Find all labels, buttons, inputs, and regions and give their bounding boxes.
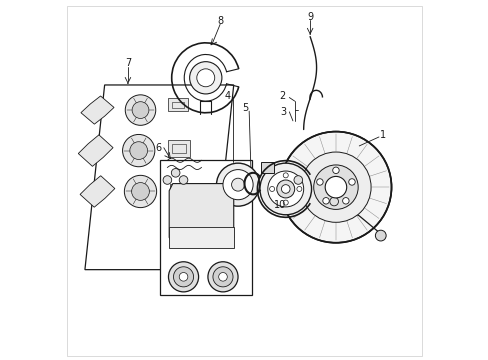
Circle shape: [179, 176, 187, 184]
Circle shape: [171, 168, 180, 177]
Circle shape: [267, 171, 303, 207]
Text: 8: 8: [217, 16, 223, 26]
Circle shape: [173, 267, 193, 287]
Circle shape: [293, 176, 302, 184]
Circle shape: [300, 169, 305, 175]
Polygon shape: [81, 96, 114, 124]
Circle shape: [296, 186, 301, 192]
Circle shape: [322, 198, 328, 204]
Circle shape: [283, 200, 287, 205]
Bar: [160, 160, 251, 295]
Text: 7: 7: [124, 58, 131, 68]
Circle shape: [218, 273, 227, 281]
Text: 10: 10: [274, 200, 286, 210]
Circle shape: [179, 273, 187, 281]
Text: 9: 9: [306, 12, 312, 22]
Circle shape: [265, 169, 271, 175]
Circle shape: [212, 267, 233, 287]
Circle shape: [283, 173, 287, 178]
Text: 4: 4: [224, 91, 230, 101]
Circle shape: [332, 167, 339, 174]
Circle shape: [300, 203, 305, 209]
Polygon shape: [85, 85, 233, 270]
Circle shape: [207, 262, 238, 292]
Circle shape: [281, 185, 289, 193]
Circle shape: [306, 186, 312, 192]
Bar: [261, 162, 274, 173]
Circle shape: [313, 165, 357, 210]
Polygon shape: [168, 98, 187, 111]
Circle shape: [223, 170, 253, 200]
Circle shape: [231, 178, 244, 191]
Circle shape: [282, 162, 288, 167]
Circle shape: [325, 176, 346, 198]
Circle shape: [300, 152, 370, 222]
Circle shape: [196, 69, 214, 87]
Polygon shape: [169, 184, 233, 244]
Polygon shape: [78, 135, 113, 166]
Circle shape: [163, 176, 171, 184]
Circle shape: [168, 262, 198, 292]
Circle shape: [258, 186, 264, 192]
Circle shape: [316, 179, 323, 185]
Circle shape: [375, 230, 386, 241]
Text: 3: 3: [280, 107, 285, 117]
Text: 6: 6: [155, 143, 161, 153]
Text: 2: 2: [279, 91, 285, 101]
Circle shape: [132, 102, 148, 118]
Circle shape: [216, 163, 259, 206]
Circle shape: [131, 183, 149, 201]
Circle shape: [348, 179, 354, 185]
Circle shape: [260, 163, 311, 215]
Circle shape: [189, 62, 222, 94]
Polygon shape: [80, 176, 115, 207]
Circle shape: [276, 180, 294, 198]
Circle shape: [130, 142, 147, 159]
Polygon shape: [169, 226, 233, 248]
Text: 1: 1: [379, 130, 385, 140]
Circle shape: [342, 198, 348, 204]
Circle shape: [125, 95, 155, 125]
Circle shape: [329, 197, 338, 206]
Circle shape: [124, 175, 156, 208]
Circle shape: [282, 211, 288, 216]
Circle shape: [122, 134, 155, 167]
Polygon shape: [168, 140, 190, 157]
Circle shape: [280, 132, 391, 243]
Circle shape: [269, 186, 274, 192]
Polygon shape: [170, 184, 191, 199]
Text: 5: 5: [242, 103, 248, 113]
Circle shape: [265, 203, 271, 209]
